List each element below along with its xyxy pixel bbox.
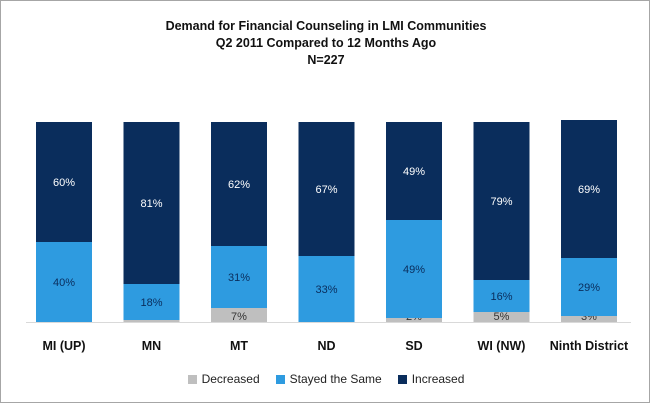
bar-segment-stayed-the-same (473, 280, 530, 312)
bar-segment-stayed-the-same (211, 246, 267, 308)
bar-segment-decreased (473, 312, 530, 322)
bar-segment-increased (473, 122, 530, 280)
data-label: 31% (228, 272, 250, 284)
bar-segment-decreased (123, 320, 180, 322)
data-label: 69% (578, 184, 600, 196)
bar-segment-decreased (561, 316, 617, 322)
legend-item-decreased: Decreased (187, 372, 260, 386)
data-label: 33% (315, 284, 337, 296)
bar-segment-stayed-the-same (123, 284, 180, 320)
legend-item-stayed-the-same: Stayed the Same (275, 372, 382, 386)
data-label: 7% (231, 311, 247, 323)
data-label: 29% (578, 282, 600, 294)
legend-label-stayed-the-same: Stayed the Same (289, 372, 382, 386)
category-label: MI (UP) (42, 339, 85, 353)
data-label: 81% (140, 198, 162, 210)
bar-segment-increased (561, 120, 617, 258)
data-label: 5% (494, 311, 510, 323)
category-label: SD (405, 339, 422, 353)
data-label: 60% (53, 177, 75, 189)
chart-sample-size: N=227 (307, 53, 345, 67)
data-label: 49% (403, 166, 425, 178)
legend-swatch-decreased (187, 374, 197, 384)
data-label: 18% (140, 297, 162, 309)
legend-swatch-increased (397, 374, 407, 384)
category-label: ND (317, 339, 335, 353)
data-label: 62% (228, 179, 250, 191)
bar-segment-increased (386, 122, 442, 220)
chart-title: Demand for Financial Counseling in LMI C… (165, 19, 487, 33)
bar-segment-increased (36, 122, 92, 242)
bar-segment-stayed-the-same (386, 220, 442, 318)
legend-item-increased: Increased (397, 372, 465, 386)
bar-segment-stayed-the-same (36, 242, 92, 322)
chart-legend: Decreased Stayed the Same Increased (1, 372, 649, 386)
bar-segment-decreased (386, 318, 442, 322)
category-label: Ninth District (550, 339, 629, 353)
bar-segment-decreased (211, 308, 267, 322)
bar-segment-stayed-the-same (298, 256, 355, 322)
legend-label-increased: Increased (411, 372, 465, 386)
bar-segment-increased (211, 122, 267, 246)
category-label: MT (230, 339, 248, 353)
data-label: 49% (403, 264, 425, 276)
legend-label-decreased: Decreased (201, 372, 260, 386)
bar-segment-increased (298, 122, 355, 256)
category-label: WI (NW) (478, 339, 526, 353)
bar-segment-increased (123, 122, 180, 284)
bar-segment-stayed-the-same (561, 258, 617, 316)
chart-subtitle: Q2 2011 Compared to 12 Months Ago (215, 36, 437, 50)
data-label: 67% (315, 184, 337, 196)
data-label: 79% (490, 196, 512, 208)
data-label: 40% (53, 277, 75, 289)
category-label: MN (142, 339, 161, 353)
legend-swatch-stayed-the-same (275, 374, 285, 384)
stacked-bar-chart: 40%60%MI (UP)1%18%81%MN7%31%62%MT33%67%N… (26, 120, 631, 353)
data-label: 16% (490, 291, 512, 303)
